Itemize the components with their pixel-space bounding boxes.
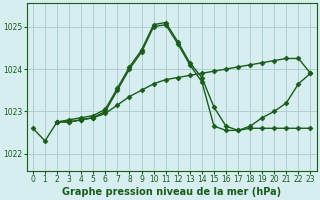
X-axis label: Graphe pression niveau de la mer (hPa): Graphe pression niveau de la mer (hPa) xyxy=(62,187,281,197)
